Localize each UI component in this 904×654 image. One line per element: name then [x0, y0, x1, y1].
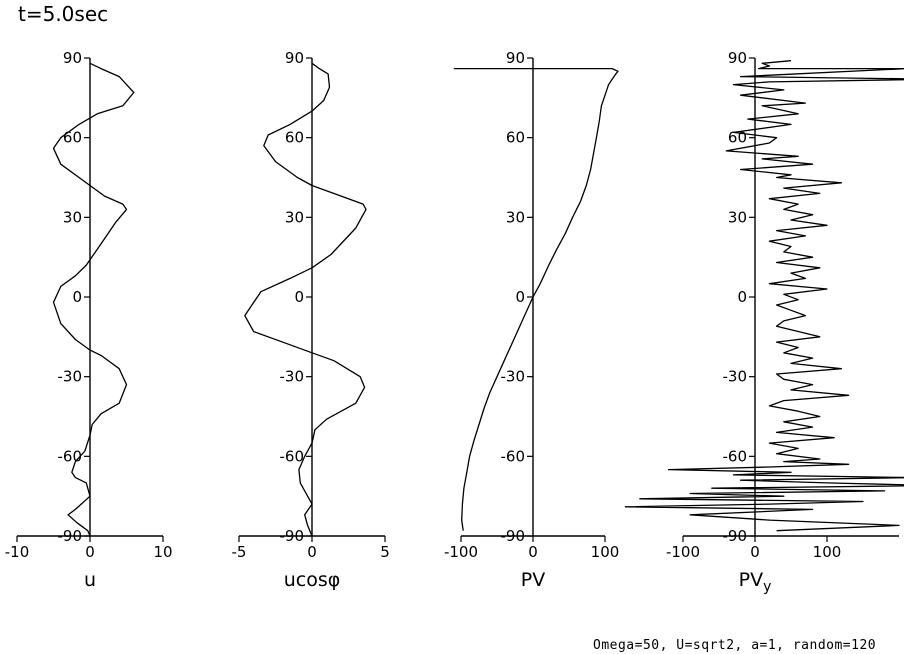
- y-tick-label: 0: [72, 288, 82, 306]
- panel-ucosphi: -90 -60 -30 0 30 60 90 -5 0 5 ucosφ: [232, 49, 390, 591]
- y-tick-label: -30: [501, 368, 526, 386]
- x-tick-label: 100: [813, 543, 842, 561]
- x-tick-label: -5: [232, 543, 247, 561]
- y-tick-label: 30: [285, 208, 304, 226]
- y-tick-label: -60: [501, 447, 526, 465]
- x-tick-label: 10: [153, 543, 172, 561]
- y-tick-label: 30: [506, 208, 525, 226]
- x-tick-label: 0: [750, 543, 760, 561]
- y-tick-label: -60: [58, 447, 83, 465]
- x-tick-label: 100: [591, 543, 620, 561]
- y-tick-label: -30: [723, 368, 748, 386]
- y-tick-label: 60: [63, 129, 82, 147]
- x-axis-label: u: [84, 569, 96, 591]
- y-tick-label: -90: [280, 527, 305, 545]
- y-tick-label: -90: [501, 527, 526, 545]
- series-line: [52, 62, 135, 537]
- y-tick-label: 90: [506, 49, 525, 67]
- y-tick-label: 30: [728, 208, 747, 226]
- parameter-footer: Omega=50, U=sqrt2, a=1, random=120: [593, 638, 877, 653]
- x-tick-label: -100: [444, 543, 478, 561]
- y-tick-label: -30: [58, 368, 83, 386]
- y-tick-label: -60: [280, 447, 305, 465]
- y-tick-label: -90: [58, 527, 83, 545]
- y-tick-label: 60: [285, 129, 304, 147]
- x-tick-label: -100: [666, 543, 700, 561]
- panel-u: -90 -60 -30 0 30 60 90 -10 0 10 u: [5, 49, 173, 591]
- y-tick-label: 90: [63, 49, 82, 67]
- x-tick-label: -10: [5, 543, 30, 561]
- x-axis-label: PVy: [739, 569, 772, 595]
- y-tick-label: 90: [728, 49, 747, 67]
- chart-title: t=5.0sec: [18, 2, 109, 26]
- y-tick-label: -30: [280, 368, 305, 386]
- series-line: [624, 60, 904, 532]
- series-line: [453, 67, 619, 531]
- y-tick-label: 0: [515, 288, 525, 306]
- x-tick-label: 5: [380, 543, 390, 561]
- y-tick-label: 0: [294, 288, 304, 306]
- y-tick-label: 30: [63, 208, 82, 226]
- y-tick-label: -60: [723, 447, 748, 465]
- x-tick-label: 0: [85, 543, 95, 561]
- y-tick-label: 90: [285, 49, 304, 67]
- x-tick-label: 0: [307, 543, 317, 561]
- series-line: [244, 62, 367, 537]
- x-axis-label: PV: [521, 569, 545, 591]
- y-tick-label: 0: [737, 288, 747, 306]
- y-tick-label: -90: [723, 527, 748, 545]
- y-tick-label: 60: [506, 129, 525, 147]
- x-axis-label: ucosφ: [284, 569, 341, 591]
- panel-pv: -90 -60 -30 0 30 60 90 -100 0 100 PV: [444, 49, 619, 591]
- x-tick-label: 0: [528, 543, 538, 561]
